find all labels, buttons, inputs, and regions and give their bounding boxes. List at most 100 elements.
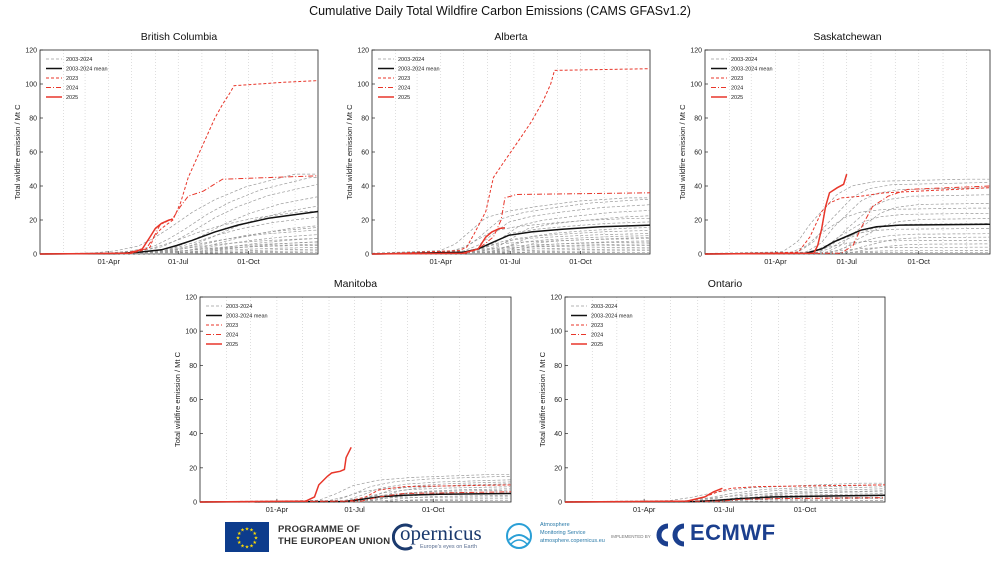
copernicus-logo-icon	[391, 521, 416, 553]
y-axis-label: Total wildfire emission / Mt C	[345, 104, 354, 200]
y-tick-label: 80	[189, 363, 197, 370]
y-tick-label: 40	[29, 184, 37, 191]
historical-year-line	[371, 204, 651, 255]
legend-label: 2003-2024	[226, 304, 252, 310]
x-tick-label: 01-Apr	[633, 505, 656, 514]
eu-flag-icon: ★ ★ ★ ★ ★ ★ ★ ★ ★ ★ ★ ★	[225, 522, 269, 552]
y-tick-label: 20	[189, 465, 197, 472]
x-tick-label: 01-Jul	[500, 257, 521, 266]
y-tick-label: 20	[29, 218, 37, 225]
legend-label: 2025	[591, 342, 603, 348]
eu-star: ★	[254, 536, 259, 542]
y-tick-label: 80	[361, 116, 369, 123]
plot-frame	[704, 49, 991, 255]
legend: 2003-2024 2003-2024 mean 2023 2024 2025	[378, 57, 440, 101]
legend-label: 2024	[226, 333, 238, 339]
legend-label: 2024	[731, 86, 743, 92]
legend-label: 2003-2024	[66, 57, 92, 63]
y-tick-label: 60	[694, 150, 702, 157]
x-tick-label: 01-Oct	[907, 257, 930, 266]
legend-label: 2024	[398, 86, 410, 92]
chart-ontario: Ontario 0 20 40 60 80 100 120 01-Apr 01-Jul 01-Oct…	[538, 278, 886, 514]
legend-label: 2003-2024 mean	[226, 314, 268, 320]
x-tick-label: 01-Jul	[836, 257, 857, 266]
series-line-2024	[199, 491, 512, 503]
historical-year-line	[565, 500, 885, 503]
series-line-2003-2024-mean	[39, 210, 319, 255]
legend-label: 2025	[66, 95, 78, 101]
cams-line-3: atmosphere.copernicus.eu	[540, 538, 605, 544]
copernicus-tagline: Europe's eyes on Earth	[420, 544, 478, 550]
historical-year-line	[705, 236, 991, 255]
ecmwf-logo-icon	[654, 523, 688, 547]
y-tick-label: 120	[185, 295, 197, 302]
y-tick-label: 100	[690, 82, 702, 89]
implemented-by-label: IMPLEMENTED BY	[611, 534, 651, 539]
eu-star: ★	[236, 536, 241, 542]
y-tick-label: 60	[361, 150, 369, 157]
legend-label: 2024	[591, 333, 603, 339]
y-tick-label: 0	[193, 500, 197, 507]
series-line-2025	[199, 446, 352, 503]
legend-label: 2025	[226, 342, 238, 348]
y-tick-label: 120	[550, 295, 562, 302]
x-tick-label: 01-Jul	[168, 257, 189, 266]
y-tick-label: 80	[554, 363, 562, 370]
series-line-2003-2024-mean	[199, 492, 512, 503]
y-tick-label: 80	[29, 116, 37, 123]
y-tick-label: 60	[189, 397, 197, 404]
y-tick-label: 60	[29, 150, 37, 157]
eu-star: ★	[240, 543, 245, 549]
historical-year-line	[200, 476, 511, 503]
y-axis-label: Total wildfire emission / Mt C	[173, 351, 182, 447]
y-tick-label: 100	[185, 329, 197, 336]
eu-star: ★	[249, 543, 254, 549]
footer-logos: ★ ★ ★ ★ ★ ★ ★ ★ ★ ★ ★ ★ PROGRAMME OF THE EUROPEAN U…	[0, 515, 1000, 555]
chart-title: British Columbia	[141, 31, 218, 43]
cams-line-2: Monitoring Service	[540, 530, 586, 536]
legend-label: 2003-2024	[731, 57, 757, 63]
series-line-2024	[371, 192, 651, 255]
figure-title: Cumulative Daily Total Wildfire Carbon E…	[309, 4, 691, 18]
historical-year-line	[705, 182, 990, 255]
series-line-2025	[704, 173, 848, 255]
series-line-2023	[371, 68, 651, 255]
historical-year-line	[565, 482, 885, 503]
y-tick-label: 40	[361, 184, 369, 191]
copernicus-wordmark: opernicus	[400, 521, 482, 545]
y-tick-label: 100	[550, 329, 562, 336]
legend-label: 2003-2024	[398, 57, 424, 63]
x-tick-label: 01-Oct	[569, 257, 592, 266]
y-tick-label: 60	[554, 397, 562, 404]
y-tick-label: 0	[365, 252, 369, 259]
x-tick-label: 01-Apr	[97, 257, 120, 266]
eu-star: ★	[253, 531, 258, 537]
y-tick-label: 20	[554, 465, 562, 472]
x-tick-label: 01-Apr	[266, 505, 289, 514]
y-axis-label: Total wildfire emission / Mt C	[538, 351, 547, 447]
y-tick-label: 100	[357, 82, 369, 89]
x-tick-label: 01-Jul	[344, 505, 365, 514]
series-line-2023	[704, 187, 991, 255]
eu-line-1: PROGRAMME OF	[278, 524, 361, 535]
historical-year-line	[40, 229, 318, 255]
legend-label: 2023	[398, 76, 410, 82]
historical-year-line	[704, 178, 990, 254]
legend: 2003-2024 2003-2024 mean 2023 2024 2025	[711, 57, 773, 101]
historical-year-line	[371, 197, 650, 254]
historical-year-line	[40, 177, 318, 255]
series-line-2025	[371, 226, 506, 255]
legend-label: 2023	[731, 76, 743, 82]
series-line-2003-2024-mean	[704, 223, 991, 255]
eu-programme-label: PROGRAMME OF THE EUROPEAN UNION	[278, 524, 390, 556]
eu-star: ★	[245, 527, 250, 533]
y-tick-label: 100	[25, 82, 37, 89]
x-tick-label: 01-Oct	[237, 257, 260, 266]
legend: 2003-2024 2003-2024 mean 2023 2024 2025	[206, 304, 268, 348]
historical-year-line	[565, 484, 885, 503]
plot-frame	[564, 296, 886, 503]
y-tick-label: 120	[690, 48, 702, 55]
chart-title: Ontario	[708, 278, 743, 290]
eu-line-2: THE EUROPEAN UNION	[278, 536, 391, 547]
legend-label: 2024	[66, 86, 78, 92]
